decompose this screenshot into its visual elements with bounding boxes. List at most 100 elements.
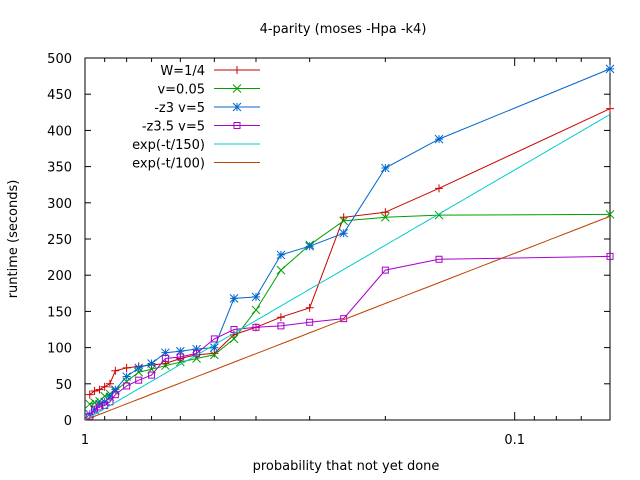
legend-item: -z3 v=5	[154, 101, 260, 116]
y-tick-label: 350	[47, 161, 72, 176]
y-tick-label: 500	[47, 52, 72, 67]
data-point	[306, 318, 314, 326]
data-point	[339, 213, 348, 222]
x-tick-label: 1	[81, 433, 89, 448]
data-point	[111, 366, 120, 375]
data-point	[161, 354, 169, 362]
data-point	[339, 228, 349, 238]
legend-item: exp(-t/100)	[132, 157, 260, 172]
legend-label: exp(-t/150)	[132, 138, 205, 153]
data-point	[110, 385, 120, 394]
data-point	[86, 412, 94, 420]
data-point	[606, 104, 614, 113]
data-point	[147, 359, 156, 368]
data-point	[135, 376, 143, 384]
legend-marker	[233, 66, 241, 74]
y-tick-label: 0	[64, 414, 72, 429]
data-point	[91, 405, 99, 413]
data-point	[161, 361, 170, 371]
data-point	[435, 255, 443, 263]
legend-item: exp(-t/150)	[132, 138, 260, 153]
data-point	[122, 363, 131, 372]
series-lines	[84, 64, 615, 421]
data-point	[85, 399, 95, 409]
data-point	[434, 134, 444, 144]
x-axis-label: probability that not yet done	[253, 459, 440, 474]
data-point	[252, 323, 260, 331]
y-axis-label: runtime (seconds)	[6, 180, 21, 299]
data-point	[90, 387, 99, 396]
data-point	[276, 250, 286, 260]
data-point	[106, 398, 114, 406]
legend: W=1/4 v=0.05 -z3 v=5 -z3.5 v=5 exp(-t/150) ex…	[132, 64, 260, 172]
data-point	[380, 212, 390, 222]
data-point	[192, 344, 201, 354]
data-point	[209, 350, 219, 360]
data-point	[90, 398, 99, 407]
y-tick-label: 250	[47, 233, 72, 248]
legend-label: exp(-t/100)	[132, 157, 205, 172]
y-tick-label: 300	[47, 197, 72, 212]
legend-label: v=0.05	[157, 83, 205, 98]
legend-label: -z3.5 v=5	[142, 120, 205, 135]
series-4	[84, 114, 611, 421]
data-point	[175, 346, 185, 356]
data-point	[251, 292, 261, 302]
data-point	[210, 335, 218, 343]
data-point	[100, 397, 110, 407]
data-point	[381, 208, 390, 217]
data-point	[230, 326, 238, 333]
x-tick-label: 0.1	[504, 433, 525, 448]
series-line	[84, 114, 611, 421]
legend-item: -z3.5 v=5	[142, 120, 260, 135]
data-point	[96, 403, 104, 411]
data-point	[605, 64, 615, 74]
series-5	[84, 215, 611, 421]
y-tick-label: 200	[47, 269, 72, 284]
data-point	[176, 353, 184, 361]
legend-item: W=1/4	[160, 64, 260, 79]
data-point	[148, 371, 156, 379]
data-point	[85, 390, 94, 399]
data-point	[95, 385, 104, 394]
data-point	[123, 382, 131, 390]
legend-marker	[232, 102, 242, 112]
data-point	[277, 322, 285, 330]
series-line	[84, 215, 611, 421]
data-point	[606, 252, 614, 260]
data-point	[276, 313, 285, 322]
legend-label: -z3 v=5	[154, 101, 205, 116]
legend-item: v=0.05	[157, 83, 260, 98]
y-tick-label: 100	[47, 342, 72, 357]
data-point	[134, 363, 144, 373]
data-point	[305, 241, 315, 251]
data-point	[100, 382, 109, 391]
data-point	[229, 334, 239, 344]
data-point	[435, 184, 444, 193]
data-point	[122, 372, 131, 381]
y-tick-label: 450	[47, 88, 72, 103]
data-point	[105, 379, 114, 388]
data-point	[339, 216, 349, 226]
chart-title: 4-parity (moses -Hpa -k4)	[260, 22, 427, 37]
data-point	[209, 343, 219, 352]
data-point	[229, 294, 239, 303]
data-point	[251, 305, 261, 315]
data-point	[111, 391, 119, 399]
data-point	[381, 266, 389, 274]
series-3	[86, 252, 614, 420]
legend-marker	[233, 122, 241, 129]
data-point	[105, 392, 115, 402]
y-tick-label: 150	[47, 305, 72, 320]
y-tick-label: 400	[47, 124, 72, 139]
data-point	[161, 348, 170, 358]
legend-marker	[232, 84, 242, 93]
axis-ticks: 0 50 100 150 200 250 300 350 400 450 500 1 0.1	[47, 52, 610, 448]
legend-label: W=1/4	[160, 64, 205, 79]
data-point	[305, 303, 314, 312]
data-point	[380, 163, 390, 173]
y-tick-label: 50	[55, 378, 72, 393]
data-point	[276, 265, 286, 275]
data-point	[85, 409, 95, 419]
